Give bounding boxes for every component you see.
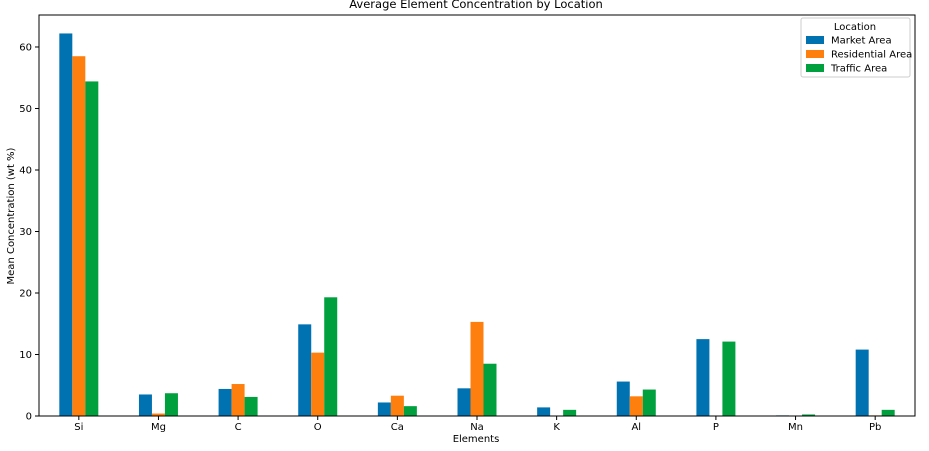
bar-o-residential-area — [311, 352, 325, 416]
bar-mg-traffic-area — [164, 393, 178, 416]
x-tick-label-mn: Mn — [788, 422, 803, 433]
legend-label-residential-area: Residential Area — [831, 50, 912, 61]
y-tick-label: 40 — [19, 165, 32, 176]
bar-ca-market-area — [377, 402, 391, 416]
bar-ca-traffic-area — [403, 406, 417, 416]
x-tick-label-c: C — [235, 422, 242, 433]
bar-mg-market-area — [138, 394, 152, 416]
bars-group — [59, 33, 895, 417]
bar-mg-residential-area — [151, 413, 165, 416]
bar-pb-traffic-area — [881, 409, 895, 416]
legend: Location Market Area Residential Area Traf… — [800, 17, 912, 78]
y-tick-label: 30 — [19, 227, 32, 238]
x-axis: Si Mg C O Ca Na K Al P Mn Pb — [74, 416, 881, 433]
x-tick-label-si: Si — [74, 422, 83, 433]
bar-al-residential-area — [629, 396, 643, 416]
x-tick-label-ca: Ca — [391, 422, 404, 433]
bar-si-residential-area — [72, 56, 86, 417]
y-tick-label: 10 — [19, 350, 32, 361]
bar-c-traffic-area — [244, 396, 258, 416]
bar-k-market-area — [537, 407, 551, 416]
y-tick-label: 50 — [19, 104, 32, 115]
y-axis-label: Mean Concentration (wt %) — [6, 147, 17, 284]
bar-si-traffic-area — [85, 81, 99, 417]
bar-c-market-area — [218, 388, 232, 416]
x-tick-label-k: K — [553, 422, 560, 433]
legend-label-traffic-area: Traffic Area — [830, 64, 887, 75]
legend-title: Location — [834, 22, 876, 33]
y-tick-label: 60 — [19, 42, 32, 53]
bar-p-traffic-area — [722, 341, 736, 416]
x-tick-label-pb: Pb — [869, 422, 881, 433]
chart-title: Average Element Concentration by Locatio… — [349, 0, 603, 11]
bar-k-traffic-area — [563, 409, 577, 416]
bar-na-residential-area — [470, 321, 484, 416]
y-axis: 0 10 20 30 40 50 60 — [19, 42, 39, 423]
bar-ca-residential-area — [390, 395, 404, 416]
legend-swatch-residential-area — [806, 50, 824, 58]
x-tick-label-al: Al — [631, 422, 641, 433]
x-tick-label-p: P — [713, 422, 719, 433]
bar-na-market-area — [457, 388, 471, 416]
x-tick-label-o: O — [314, 422, 322, 433]
bar-na-traffic-area — [483, 363, 497, 416]
bar-al-market-area — [616, 381, 630, 416]
y-tick-label: 20 — [19, 288, 32, 299]
legend-swatch-market-area — [806, 36, 824, 44]
x-tick-label-mg: Mg — [151, 422, 166, 433]
x-axis-label: Elements — [453, 434, 500, 445]
bar-p-market-area — [696, 339, 710, 416]
bar-o-market-area — [298, 324, 312, 416]
bar-pb-market-area — [855, 349, 869, 416]
x-tick-label-na: Na — [470, 422, 484, 433]
bar-al-traffic-area — [642, 389, 656, 416]
bar-o-traffic-area — [324, 297, 338, 416]
y-tick-label: 0 — [26, 412, 32, 423]
legend-swatch-traffic-area — [806, 64, 824, 72]
legend-label-market-area: Market Area — [831, 36, 892, 47]
bar-c-residential-area — [231, 384, 245, 416]
bar-mn-traffic-area — [802, 414, 816, 416]
legend-box — [800, 17, 911, 78]
bar-si-market-area — [59, 33, 73, 416]
